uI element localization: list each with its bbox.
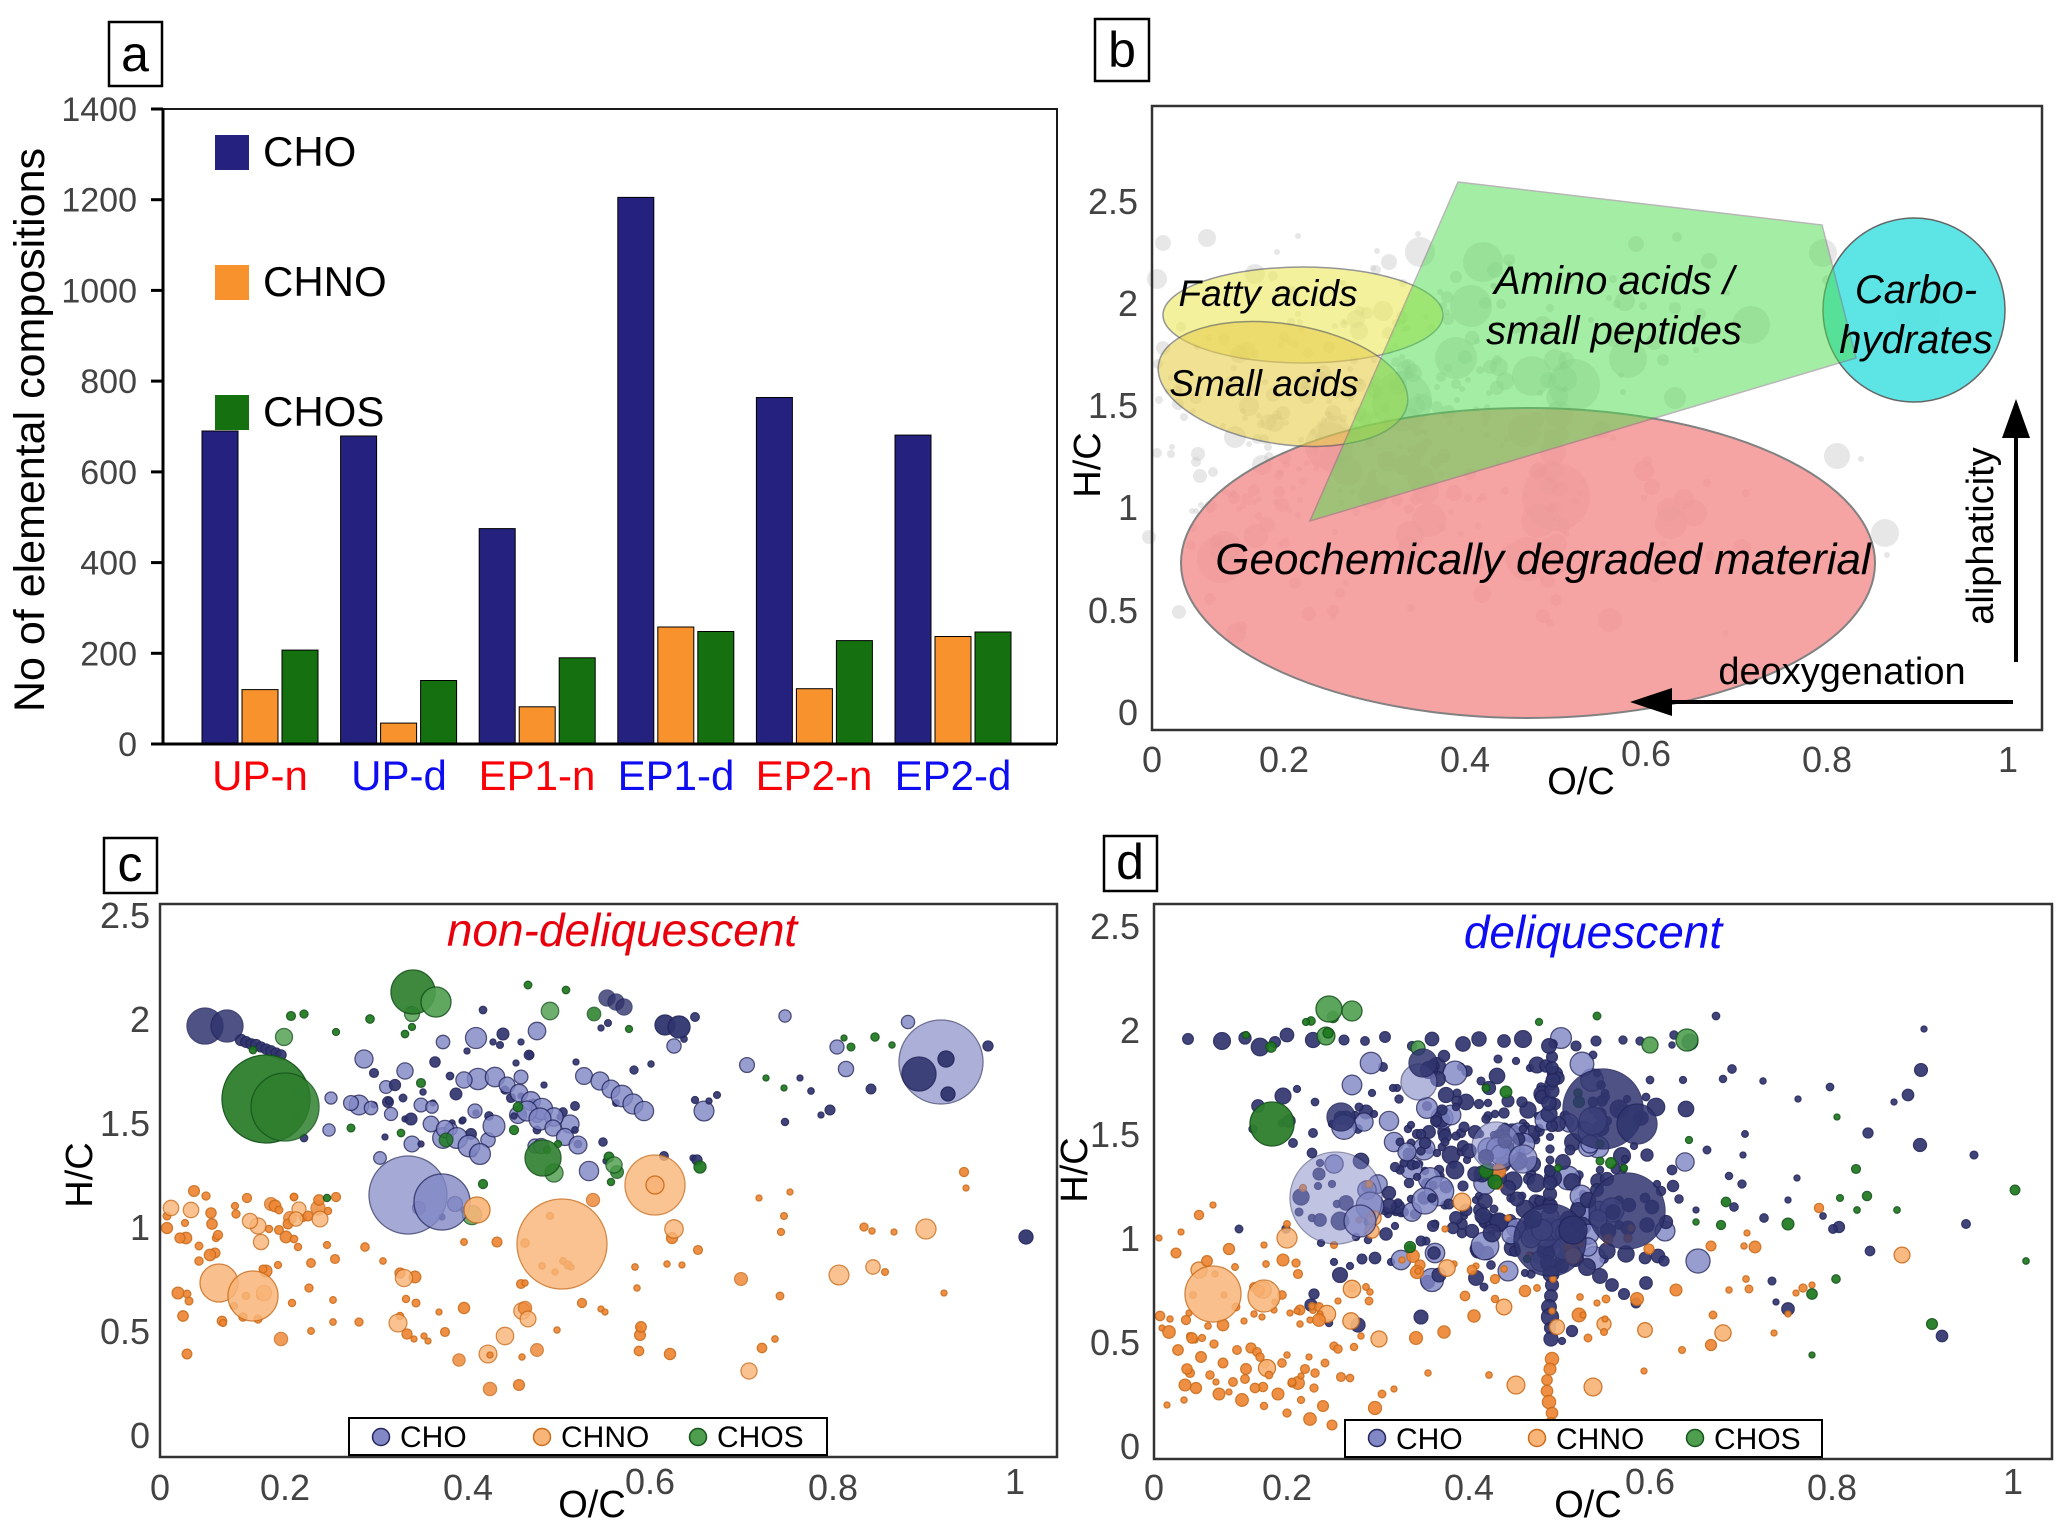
svg-text:EP1-n: EP1-n: [479, 752, 596, 799]
svg-text:0: 0: [1120, 1426, 1140, 1467]
svg-text:1.5: 1.5: [100, 1103, 150, 1144]
svg-text:200: 200: [80, 635, 137, 673]
svg-text:0.2: 0.2: [1262, 1467, 1312, 1508]
svg-text:Carbo-: Carbo-: [1855, 268, 1977, 312]
svg-text:2.5: 2.5: [1088, 181, 1138, 222]
svg-text:CHOS: CHOS: [717, 1421, 804, 1454]
svg-text:2: 2: [130, 999, 150, 1040]
svg-text:0.6: 0.6: [1625, 1461, 1675, 1502]
svg-text:2.5: 2.5: [100, 895, 150, 936]
svg-text:CHNO: CHNO: [1556, 1423, 1644, 1456]
svg-text:1: 1: [130, 1207, 150, 1248]
svg-text:400: 400: [80, 545, 137, 583]
svg-text:small peptides: small peptides: [1486, 309, 1742, 353]
svg-text:H/C: H/C: [1067, 432, 1109, 497]
svg-text:CHOS: CHOS: [263, 388, 384, 435]
svg-text:deoxygenation: deoxygenation: [1718, 651, 1965, 693]
svg-text:600: 600: [80, 454, 137, 492]
svg-text:1: 1: [1005, 1461, 1025, 1502]
svg-text:O/C: O/C: [1547, 761, 1615, 803]
svg-text:EP2-d: EP2-d: [895, 752, 1012, 799]
svg-text:1.5: 1.5: [1088, 385, 1138, 426]
svg-text:2: 2: [1118, 283, 1138, 324]
svg-text:0.6: 0.6: [625, 1461, 675, 1502]
svg-text:0.4: 0.4: [1444, 1467, 1494, 1508]
svg-text:H/C: H/C: [59, 1142, 101, 1207]
svg-text:non-deliquescent: non-deliquescent: [447, 904, 800, 956]
svg-text:CHO: CHO: [400, 1421, 467, 1454]
svg-text:O/C: O/C: [558, 1484, 626, 1526]
svg-text:aliphaticity: aliphaticity: [1960, 447, 2002, 624]
svg-text:CHOS: CHOS: [1714, 1423, 1801, 1456]
svg-text:CHNO: CHNO: [263, 258, 387, 305]
svg-text:a: a: [121, 26, 149, 82]
svg-text:1: 1: [1120, 1218, 1140, 1259]
svg-text:0.5: 0.5: [1088, 590, 1138, 631]
svg-text:1: 1: [1118, 487, 1138, 528]
svg-text:0: 0: [1118, 692, 1138, 733]
svg-text:0.8: 0.8: [1802, 739, 1852, 780]
svg-text:0: 0: [1144, 1467, 1164, 1508]
svg-text:hydrates: hydrates: [1839, 318, 1992, 362]
svg-text:1200: 1200: [61, 182, 137, 220]
svg-text:deliquescent: deliquescent: [1464, 906, 1725, 958]
svg-text:0.2: 0.2: [260, 1467, 310, 1508]
svg-text:0: 0: [130, 1415, 150, 1456]
svg-text:0.5: 0.5: [1090, 1322, 1140, 1363]
svg-text:Amino acids /: Amino acids /: [1492, 259, 1738, 303]
svg-text:0: 0: [150, 1467, 170, 1508]
svg-text:1000: 1000: [61, 272, 137, 310]
svg-text:Geochemically degraded materia: Geochemically degraded material: [1215, 535, 1872, 584]
svg-text:EP2-n: EP2-n: [756, 752, 873, 799]
svg-text:0: 0: [118, 726, 137, 764]
svg-text:UP-d: UP-d: [351, 752, 447, 799]
svg-text:0.6: 0.6: [1621, 733, 1671, 774]
svg-text:H/C: H/C: [1054, 1137, 1096, 1202]
svg-text:d: d: [1116, 834, 1144, 890]
svg-text:b: b: [1108, 22, 1136, 78]
svg-text:0: 0: [1142, 739, 1162, 780]
svg-text:1.5: 1.5: [1090, 1114, 1140, 1155]
svg-text:Fatty acids: Fatty acids: [1179, 273, 1358, 314]
svg-text:0.8: 0.8: [1807, 1467, 1857, 1508]
svg-text:CHNO: CHNO: [561, 1421, 649, 1454]
svg-text:No of elemental compositions: No of elemental compositions: [6, 148, 54, 712]
svg-text:2.5: 2.5: [1090, 906, 1140, 947]
svg-text:1: 1: [2003, 1461, 2023, 1502]
svg-text:0.5: 0.5: [100, 1311, 150, 1352]
svg-text:CHO: CHO: [263, 128, 356, 175]
svg-text:0.4: 0.4: [443, 1467, 493, 1508]
svg-text:UP-n: UP-n: [212, 752, 308, 799]
svg-text:800: 800: [80, 363, 137, 401]
svg-text:1: 1: [1998, 739, 2018, 780]
svg-text:0.8: 0.8: [808, 1467, 858, 1508]
svg-text:O/C: O/C: [1554, 1484, 1622, 1526]
svg-text:Small acids: Small acids: [1169, 363, 1358, 404]
svg-text:EP1-d: EP1-d: [618, 752, 735, 799]
svg-text:0.4: 0.4: [1440, 739, 1490, 780]
svg-text:2: 2: [1120, 1010, 1140, 1051]
svg-text:1400: 1400: [61, 91, 137, 129]
svg-text:c: c: [118, 836, 143, 892]
svg-text:0.2: 0.2: [1259, 739, 1309, 780]
svg-text:CHO: CHO: [1396, 1423, 1463, 1456]
